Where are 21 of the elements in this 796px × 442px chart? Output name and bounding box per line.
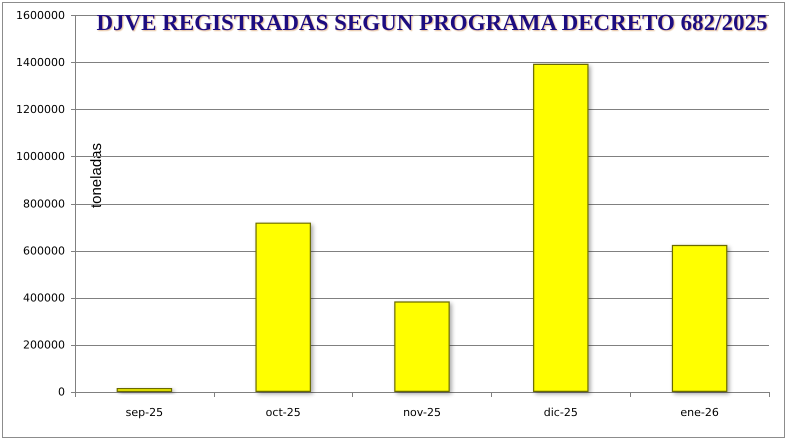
bar	[533, 64, 589, 392]
y-tick-label: 1400000	[16, 56, 65, 70]
y-tick-label: 200000	[23, 338, 65, 352]
y-tick-label: 1200000	[16, 103, 65, 116]
x-tick-label: sep-25	[126, 406, 164, 419]
chart-title: DJVE REGISTRADAS SEGUN PROGRAMA DECRETO 682/2025	[96, 10, 768, 35]
y-tick-label: 1600000	[16, 9, 65, 22]
x-tick-label: ene-26	[680, 406, 719, 419]
y-axis-title: toneladas	[88, 142, 105, 208]
x-tick-label: oct-25	[266, 406, 301, 419]
y-tick-label: 400000	[23, 291, 65, 304]
bar	[672, 244, 728, 392]
y-tick-label: 800000	[23, 197, 65, 210]
x-tick-label: dic-25	[544, 406, 578, 419]
bar	[394, 301, 450, 392]
bar	[255, 222, 311, 392]
y-tick-label: 0	[58, 386, 65, 398]
y-tick-label: 1000000	[16, 150, 65, 164]
y-tick-label: 600000	[23, 244, 65, 258]
bar	[116, 388, 172, 392]
x-tick-label: nov-25	[403, 406, 441, 419]
